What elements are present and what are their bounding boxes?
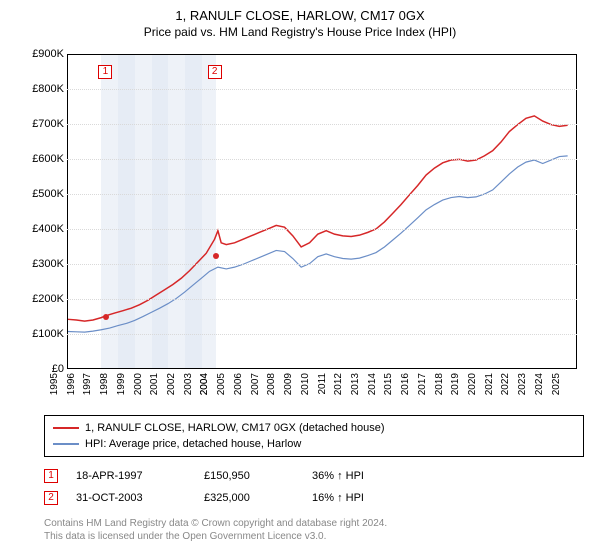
y-axis-label: £100K xyxy=(22,328,64,340)
sale-row: 1 18-APR-1997 £150,950 36% ↑ HPI xyxy=(44,465,584,487)
gridline xyxy=(67,229,577,230)
sale-marker: 1 xyxy=(98,65,112,79)
legend-swatch xyxy=(53,443,79,445)
copyright-line2: This data is licensed under the Open Gov… xyxy=(44,530,584,543)
gridline xyxy=(67,194,577,195)
chart-title: 1, RANULF CLOSE, HARLOW, CM17 0GX xyxy=(12,8,588,23)
y-axis-label: £300K xyxy=(22,258,64,270)
sale-point-dot xyxy=(213,253,219,259)
chart-container: 1, RANULF CLOSE, HARLOW, CM17 0GX Price … xyxy=(0,0,600,560)
gridline xyxy=(67,159,577,160)
sale-price: £325,000 xyxy=(204,492,294,504)
chart-subtitle: Price paid vs. HM Land Registry's House … xyxy=(12,25,588,39)
copyright-line1: Contains HM Land Registry data © Crown c… xyxy=(44,517,584,530)
legend-swatch xyxy=(53,427,79,429)
plot-region xyxy=(67,54,577,369)
y-axis-label: £500K xyxy=(22,188,64,200)
gridline xyxy=(67,89,577,90)
sale-point-dot xyxy=(103,314,109,320)
sale-date: 18-APR-1997 xyxy=(76,470,186,482)
copyright: Contains HM Land Registry data © Crown c… xyxy=(44,517,584,543)
legend-label: HPI: Average price, detached house, Harl… xyxy=(85,438,301,450)
sale-price: £150,950 xyxy=(204,470,294,482)
y-axis-label: £400K xyxy=(22,223,64,235)
gridline xyxy=(67,124,577,125)
sale-pct: 16% ↑ HPI xyxy=(312,492,402,504)
y-axis-label: £900K xyxy=(22,48,64,60)
legend: 1, RANULF CLOSE, HARLOW, CM17 0GX (detac… xyxy=(44,415,584,457)
y-axis-label: £600K xyxy=(22,153,64,165)
gridline xyxy=(67,264,577,265)
gridline xyxy=(67,334,577,335)
x-axis-label: 2025 xyxy=(551,373,587,395)
y-axis-label: £700K xyxy=(22,118,64,130)
chart-area: £0£100K£200K£300K£400K£500K£600K£700K£80… xyxy=(22,49,582,409)
y-axis-label: £200K xyxy=(22,293,64,305)
sale-marker: 2 xyxy=(208,65,222,79)
legend-item: 1, RANULF CLOSE, HARLOW, CM17 0GX (detac… xyxy=(53,420,575,436)
series-line-blue xyxy=(68,156,568,332)
sales-table: 1 18-APR-1997 £150,950 36% ↑ HPI 2 31-OCT-200… xyxy=(44,465,584,509)
line-series-svg xyxy=(68,55,576,368)
series-line-red xyxy=(68,116,568,321)
gridline xyxy=(67,299,577,300)
legend-label: 1, RANULF CLOSE, HARLOW, CM17 0GX (detac… xyxy=(85,422,385,434)
sale-index-badge: 1 xyxy=(44,469,58,483)
y-axis-label: £800K xyxy=(22,83,64,95)
legend-item: HPI: Average price, detached house, Harl… xyxy=(53,436,575,452)
sale-pct: 36% ↑ HPI xyxy=(312,470,402,482)
sale-date: 31-OCT-2003 xyxy=(76,492,186,504)
sale-index-badge: 2 xyxy=(44,491,58,505)
sale-row: 2 31-OCT-2003 £325,000 16% ↑ HPI xyxy=(44,487,584,509)
